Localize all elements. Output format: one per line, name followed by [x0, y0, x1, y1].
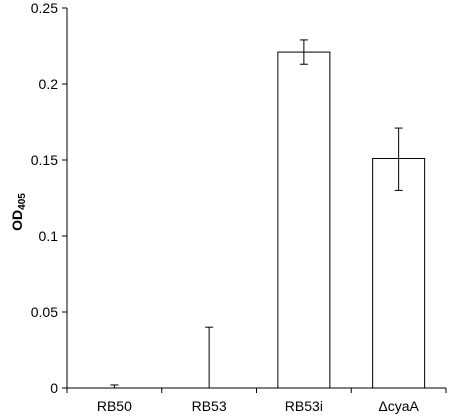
bar — [372, 157, 426, 389]
x-tick-label: RB50 — [97, 398, 132, 414]
x-tick-label: ΔcyaA — [378, 398, 419, 414]
y-tick-label: 0.25 — [31, 0, 58, 16]
bars — [277, 51, 426, 389]
y-tick-label: 0.15 — [31, 152, 58, 168]
y-tick-label: 0.05 — [31, 304, 58, 320]
bar — [277, 51, 331, 389]
x-axis-ticks: RB50 RB53 RB53i ΔcyaA — [66, 388, 447, 414]
y-tick-label: 0.2 — [39, 76, 59, 92]
y-tick-label: 0.1 — [39, 228, 59, 244]
x-tick-label: RB53i — [285, 398, 323, 414]
y-axis-label: OD405 — [9, 193, 28, 231]
y-tick-label: 0 — [50, 380, 58, 396]
y-axis-label-main: OD — [9, 210, 25, 231]
x-tick-label: RB53 — [192, 398, 227, 414]
y-axis-ticks: 0 0.05 0.1 0.15 0.2 0.25 — [31, 0, 67, 396]
error-bars — [110, 39, 403, 388]
y-axis-label-subscript: 405 — [17, 193, 28, 210]
